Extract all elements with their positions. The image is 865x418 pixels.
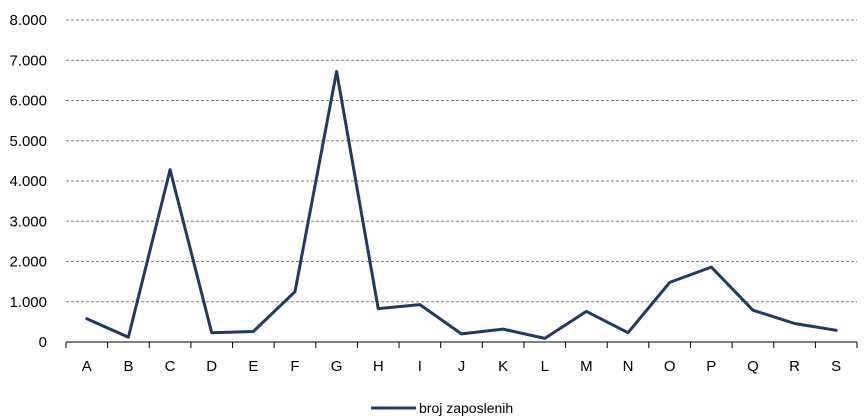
x-tick-label: L: [541, 358, 549, 375]
series-line: [85, 70, 838, 340]
y-tick-label: 8.000: [9, 12, 47, 29]
x-tick-label: S: [831, 358, 841, 375]
x-tick-label: M: [580, 358, 593, 375]
x-tick-label: C: [165, 358, 176, 375]
y-tick-label: 0: [39, 334, 47, 351]
x-tick-label: B: [123, 358, 133, 375]
x-tick-label: H: [373, 358, 384, 375]
x-tick-label: O: [664, 358, 676, 375]
legend: broj zaposlenih: [371, 400, 513, 416]
x-axis-tick-labels: A B C D E F G H I J K L M N O P Q R S: [82, 358, 841, 375]
x-tick-label: I: [418, 358, 422, 375]
series-group: [85, 70, 838, 340]
y-tick-label: 5.000: [9, 133, 47, 150]
y-tick-label: 4.000: [9, 173, 47, 190]
x-tick-label: P: [706, 358, 716, 375]
y-axis-tick-labels: 0 1.000 2.000 3.000 4.000 5.000 6.000 7.000 8.00…: [9, 12, 47, 351]
y-tick-label: 3.000: [9, 213, 47, 230]
x-tick-label: N: [623, 358, 634, 375]
y-tick-label: 7.000: [9, 52, 47, 69]
y-tick-label: 6.000: [9, 93, 47, 110]
y-tick-label: 2.000: [9, 254, 47, 271]
x-tick-label: A: [82, 358, 92, 375]
x-tick-label: K: [498, 358, 508, 375]
x-axis: [65, 341, 858, 348]
x-tick-label: D: [206, 358, 217, 375]
x-tick-label: Q: [747, 358, 759, 375]
x-tick-label: E: [248, 358, 258, 375]
legend-label: broj zaposlenih: [419, 400, 513, 416]
x-tick-label: J: [458, 358, 466, 375]
y-tick-label: 1.000: [9, 294, 47, 311]
x-tick-label: G: [331, 358, 343, 375]
gridlines: [66, 19, 857, 303]
x-tick-label: R: [789, 358, 800, 375]
x-tick-label: F: [290, 358, 299, 375]
